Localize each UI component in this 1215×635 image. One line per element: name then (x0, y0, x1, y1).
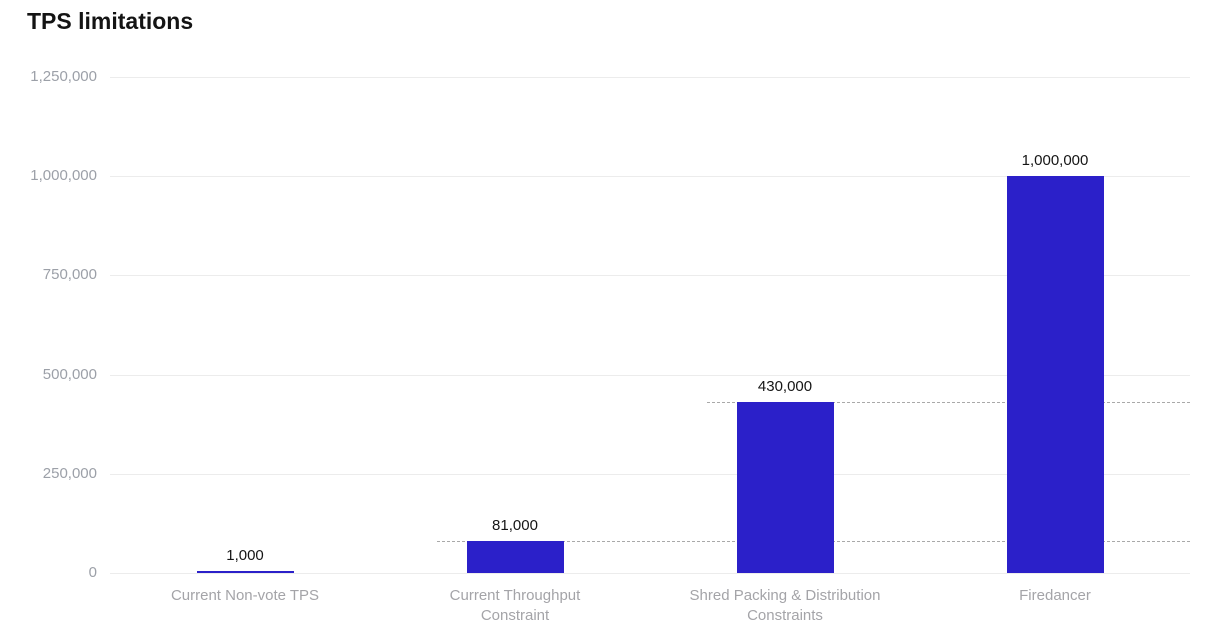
gridline (110, 573, 1190, 574)
bar-value-label: 81,000 (492, 516, 538, 534)
y-axis: 0 250,000 500,000 750,000 1,000,000 1,250,000 (0, 0, 97, 635)
bar-value-label: 1,000 (226, 546, 264, 564)
x-axis-category-label: Shred Packing & Distribution Constraints (689, 587, 881, 624)
x-axis-category-label: Firedancer (1019, 587, 1091, 604)
y-axis-tick-label: 750,000 (42, 266, 97, 284)
y-axis-tick-label: 1,250,000 (30, 68, 97, 85)
bar (466, 540, 564, 573)
chart-title: TPS limitations (27, 8, 194, 34)
bar (196, 570, 294, 573)
gridline (110, 176, 1190, 178)
x-axis-category-label: Current Non-vote TPS (170, 587, 320, 604)
plot-area: 1,000 81,000 430,000 1,000,000 (110, 77, 1190, 574)
gridline (110, 374, 1190, 376)
y-axis-tick-label: 500,000 (42, 365, 97, 383)
bar-value-label: 1,000,000 (1021, 152, 1089, 170)
gridline (110, 275, 1190, 277)
reference-dashed-line (706, 402, 1190, 404)
bar (1006, 176, 1104, 573)
x-axis-category-label: Current Throughput Constraint (449, 587, 581, 624)
gridline (110, 473, 1190, 475)
x-axis: Current Non-vote TPS Current Throughput C… (110, 586, 1190, 631)
gridline (110, 77, 1190, 78)
bar (736, 402, 834, 573)
bar-value-label: 430,000 (757, 378, 813, 396)
y-axis-tick-label: 1,000,000 (30, 167, 97, 185)
y-axis-tick-label: 0 (88, 564, 97, 581)
y-axis-tick-label: 250,000 (42, 464, 97, 482)
